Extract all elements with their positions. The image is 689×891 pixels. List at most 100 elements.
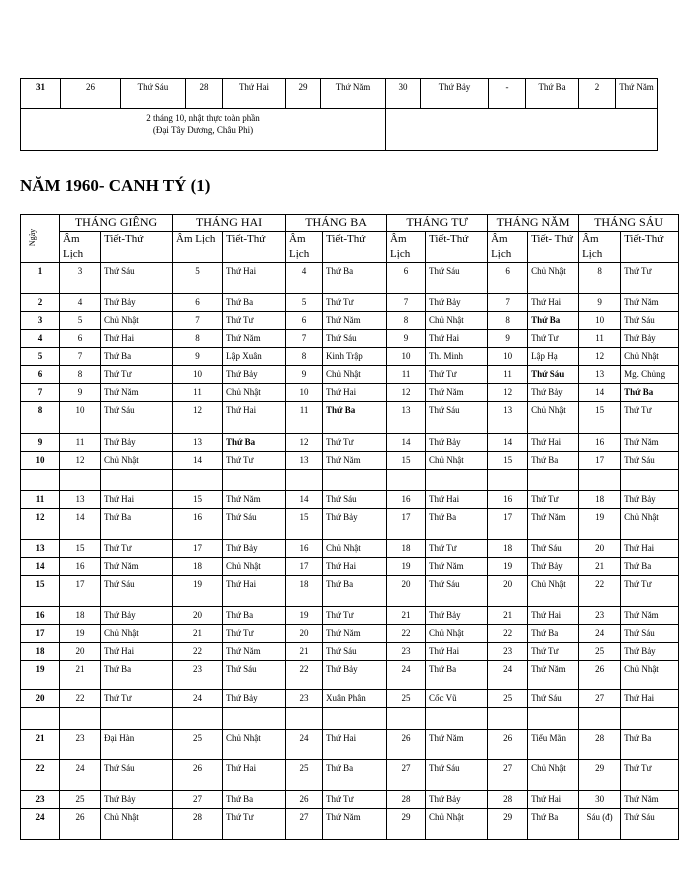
- month-header: THÁNG NĂM: [487, 214, 580, 232]
- weekday-cell: Thứ Sáu: [99, 759, 174, 791]
- table-row: 31 26 Thứ Sáu 28 Thứ Hai 29 Thứ Năm 30 Thứ Bảy - T…: [20, 78, 658, 109]
- lunar-date-cell: 18: [578, 490, 622, 509]
- lunar-header: Âm Lịch: [172, 231, 224, 263]
- lunar-header: Âm Lịch: [59, 231, 101, 263]
- lunar-date-cell: 11: [285, 401, 324, 434]
- weekday-cell: Chủ Nhật: [99, 808, 174, 840]
- lunar-date-cell: 26: [285, 790, 324, 809]
- lunar-date-cell: 26: [60, 78, 121, 109]
- weekday-cell: Chủ Nhật: [620, 660, 680, 690]
- lunar-date-cell: 24: [578, 624, 622, 643]
- day-cell: 2: [20, 293, 60, 312]
- lunar-date-cell: [386, 469, 427, 491]
- lunar-date-cell: 20: [172, 606, 224, 625]
- day-cell: 18: [20, 642, 60, 661]
- lunar-date-cell: 22: [386, 624, 427, 643]
- lunar-date-cell: 17: [59, 575, 101, 607]
- table-row: 6 8 Thứ Tư 10 Thứ Bảy 9 Chủ Nhật 11 Thứ Tư 11 Thứ …: [20, 365, 680, 384]
- lunar-date-cell: [487, 707, 529, 730]
- lunar-date-cell: 20: [59, 642, 101, 661]
- table-row: 2 4 Thứ Bảy 6 Thứ Ba 5 Thứ Tư 7 Thứ Bảy 7 Thứ Hai 9…: [20, 293, 680, 312]
- day-cell: 20: [20, 689, 60, 708]
- weekday-cell: Thứ Ba: [322, 759, 388, 791]
- lunar-date-cell: 19: [386, 557, 427, 576]
- lunar-date-cell: [172, 707, 224, 730]
- weekday-cell: Thứ Năm: [620, 606, 680, 625]
- weekday-cell: Thứ Sáu: [425, 759, 489, 791]
- lunar-date-cell: 11: [172, 383, 224, 402]
- lunar-date-cell: 16: [172, 508, 224, 540]
- lunar-date-cell: 14: [578, 383, 622, 402]
- month-header: THÁNG BA: [285, 214, 388, 232]
- lunar-date-cell: 26: [172, 759, 224, 791]
- weekday-cell: Thứ Năm: [425, 729, 489, 760]
- lunar-date-cell: 3: [59, 262, 101, 294]
- lunar-date-cell: 29: [578, 759, 622, 791]
- lunar-date-cell: 9: [487, 329, 529, 348]
- lunar-date-cell: 24: [386, 660, 427, 690]
- lunar-date-cell: 26: [487, 729, 529, 760]
- lunar-date-cell: 19: [487, 557, 529, 576]
- lunar-date-cell: 11: [59, 433, 101, 452]
- term-weekday-header: Tiết-Thứ: [620, 231, 680, 263]
- lunar-date-cell: [285, 707, 324, 730]
- lunar-date-cell: 10: [285, 383, 324, 402]
- weekday-cell: Chủ Nhật: [425, 808, 489, 840]
- lunar-date-cell: 25: [172, 729, 224, 760]
- weekday-cell: Thứ Sáu: [222, 508, 287, 540]
- weekday-cell: Thứ Sáu: [620, 311, 680, 330]
- lunar-date-cell: 28: [172, 808, 224, 840]
- lunar-date-cell: 8: [386, 311, 427, 330]
- lunar-date-cell: 5: [59, 311, 101, 330]
- lunar-header: Âm Lịch: [386, 231, 427, 263]
- lunar-date-cell: 14: [386, 433, 427, 452]
- lunar-date-cell: 10: [172, 365, 224, 384]
- lunar-date-cell: 4: [285, 262, 324, 294]
- lunar-date-cell: 12: [578, 347, 622, 366]
- lunar-date-cell: 10: [487, 347, 529, 366]
- weekday-cell: [322, 707, 388, 730]
- weekday-cell: [425, 469, 489, 491]
- lunar-date-cell: 27: [487, 759, 529, 791]
- weekday-cell: Thứ Bảy: [620, 329, 680, 348]
- weekday-cell: Chủ Nhật: [222, 729, 287, 760]
- day-cell: [20, 707, 60, 730]
- weekday-cell: Thứ Bảy: [222, 539, 287, 558]
- weekday-cell: Lập Hạ: [527, 347, 580, 366]
- day-cell: 3: [20, 311, 60, 330]
- weekday-cell: [425, 707, 489, 730]
- lunar-date-cell: 23: [285, 689, 324, 708]
- weekday-cell: Chủ Nhật: [425, 624, 489, 643]
- lunar-date-cell: 5: [285, 293, 324, 312]
- lunar-date-cell: [386, 707, 427, 730]
- lunar-date-cell: 20: [487, 575, 529, 607]
- weekday-cell: Thứ Sáu: [527, 689, 580, 708]
- weekday-cell: Thứ Tư: [527, 642, 580, 661]
- lunar-date-cell: 28: [185, 78, 223, 109]
- lunar-date-cell: 19: [59, 624, 101, 643]
- weekday-cell: Thứ Bảy: [620, 490, 680, 509]
- weekday-cell: Thứ Sáu: [527, 365, 580, 384]
- weekday-cell: Thứ Ba: [222, 606, 287, 625]
- lunar-date-cell: 12: [172, 401, 224, 434]
- lunar-date-cell: 25: [285, 759, 324, 791]
- lunar-date-cell: 15: [285, 508, 324, 540]
- weekday-cell: Chủ Nhật: [527, 575, 580, 607]
- weekday-cell: Thứ Tư: [99, 689, 174, 708]
- eclipse-note: 2 tháng 10, nhật thực toàn phần (Đại Tây…: [20, 108, 386, 151]
- lunar-date-cell: 17: [386, 508, 427, 540]
- lunar-date-cell: 9: [285, 365, 324, 384]
- lunar-date-cell: 14: [59, 508, 101, 540]
- lunar-date-cell: 18: [386, 539, 427, 558]
- lunar-date-cell: 20: [285, 624, 324, 643]
- lunar-date-cell: 30: [578, 790, 622, 809]
- weekday-cell: Thứ Hai: [99, 642, 174, 661]
- weekday-cell: Thứ Năm: [322, 624, 388, 643]
- table-row: 4 6 Thứ Hai 8 Thứ Năm 7 Thứ Sáu 9 Thứ Hai 9 Thứ Tư…: [20, 329, 680, 348]
- weekday-cell: Tiểu Mãn: [527, 729, 580, 760]
- day-cell: 12: [20, 508, 60, 540]
- month-header: THÁNG GIÊNG: [58, 214, 174, 232]
- weekday-cell: Thứ Hai: [527, 293, 580, 312]
- weekday-cell: Thứ Bảy: [425, 433, 489, 452]
- weekday-cell: Thứ Bảy: [322, 508, 388, 540]
